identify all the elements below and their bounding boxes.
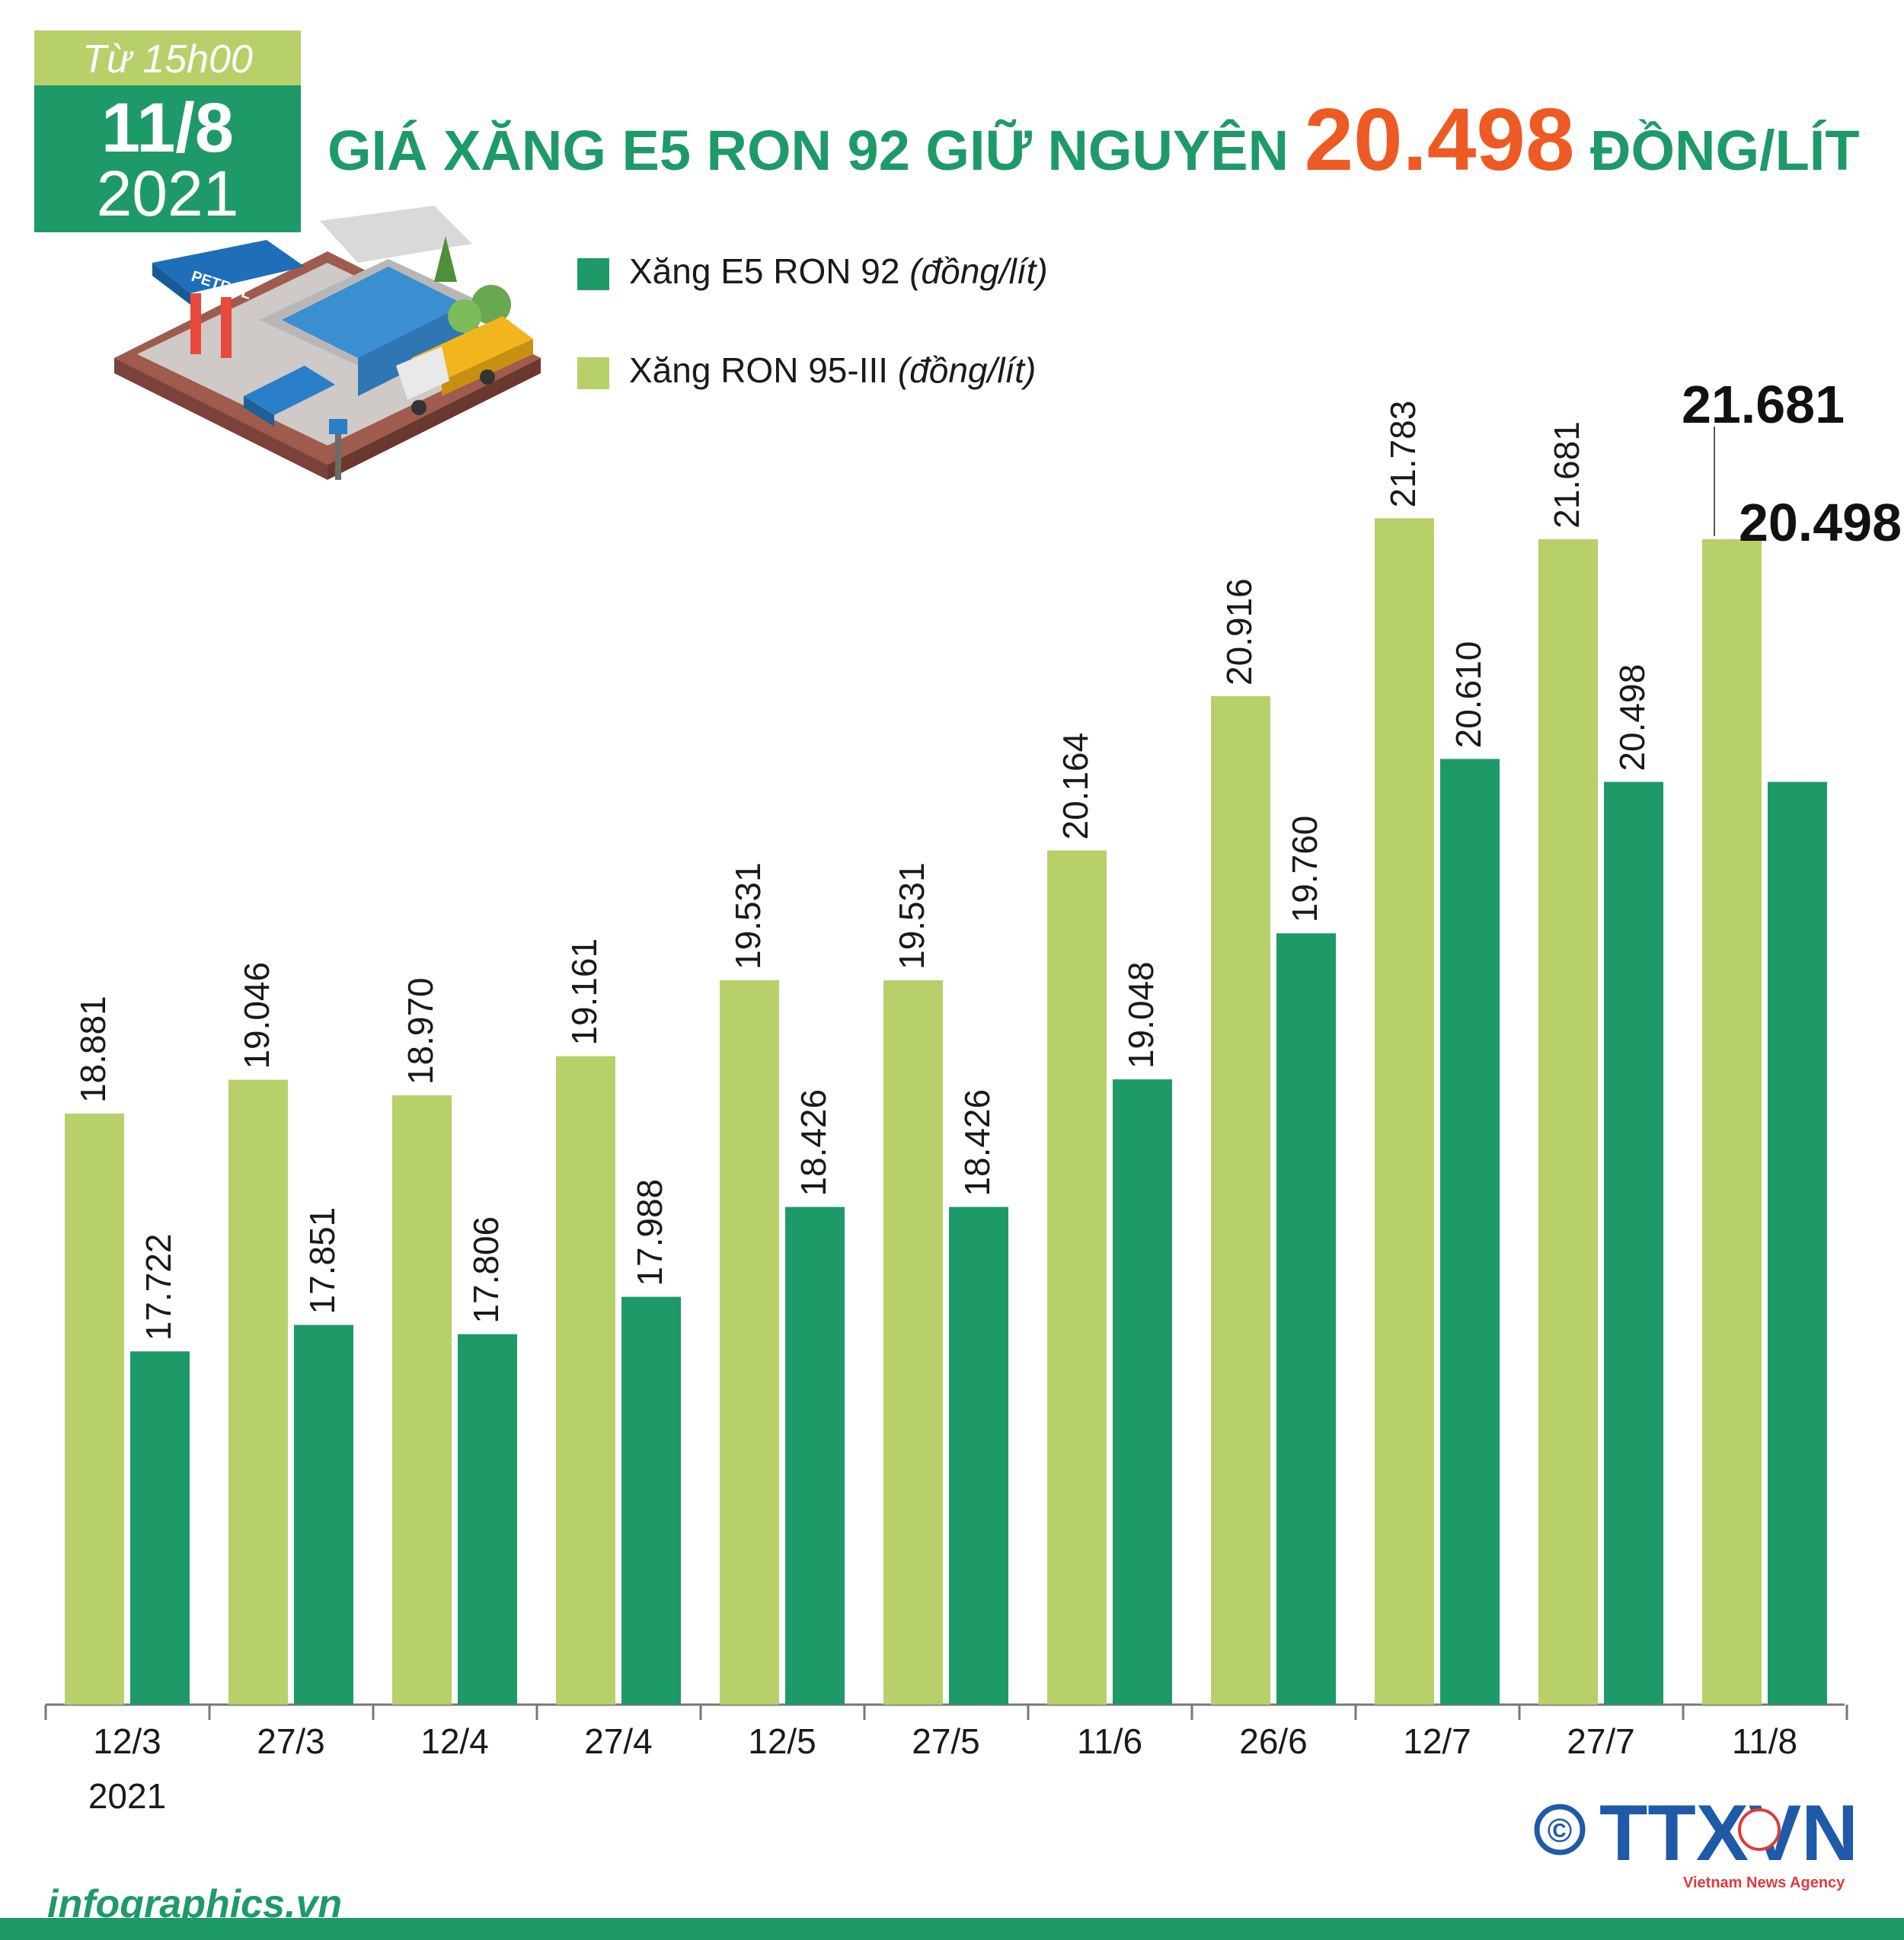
data-label: 19.046: [237, 962, 276, 1069]
tick-label: 26/6: [1239, 1721, 1308, 1761]
page-title: GIÁ XĂNG E5 RON 92 GIỮ NGUYÊN 20.498 ĐỒN…: [327, 95, 1889, 193]
bar-ron-95-iii: [1047, 850, 1107, 1705]
data-label: 19.760: [1285, 816, 1324, 923]
agency-tagline: Vietnam News Agency: [1683, 1874, 1845, 1891]
badge-day: 11/8: [101, 89, 234, 167]
data-label: 19.531: [892, 862, 931, 970]
footer-bar: [0, 1918, 1904, 1940]
tick-label: 12/5: [748, 1721, 816, 1761]
data-label: 21.783: [1383, 401, 1423, 508]
bar-ron-95-iii: [65, 1114, 124, 1705]
ttxvn-logo: © TTXVN Vietnam News Agency: [1534, 1789, 1858, 1891]
bar-e5-ron-92: [621, 1296, 681, 1705]
bar-e5-ron-92: [785, 1207, 845, 1705]
data-label: 18.426: [794, 1089, 833, 1197]
bar-e5-ron-92: [1276, 933, 1336, 1705]
data-label: 18.970: [401, 977, 440, 1085]
data-label: 17.851: [302, 1207, 342, 1315]
data-label: 18.881: [73, 996, 113, 1103]
tick-label: 27/3: [257, 1721, 325, 1761]
legend-swatch-ron-95-iii: [577, 356, 609, 389]
data-label: 20.610: [1449, 641, 1488, 749]
bar-e5-ron-92: [130, 1351, 190, 1705]
data-label: 20.164: [1056, 733, 1095, 840]
bar-ron-95-iii: [720, 980, 779, 1705]
legend-item-e5-ron-92: Xăng E5 RON 92 (đồng/lít): [577, 251, 1048, 291]
petrol-station-illustration: PETROL: [114, 206, 541, 480]
title-suffix: ĐỒNG/LÍT: [1590, 119, 1860, 182]
bar-ron-95-iii: [1702, 539, 1762, 1705]
data-label: 19.048: [1121, 961, 1161, 1069]
bar-ron-95-iii: [1211, 695, 1270, 1705]
bar-ron-95-iii: [883, 980, 943, 1705]
copyright-symbol: ©: [1548, 1812, 1572, 1849]
bar-ron-95-iii: [392, 1095, 452, 1705]
data-label: 21.681: [1547, 421, 1586, 529]
bar-e5-ron-92: [1440, 759, 1500, 1705]
agency-logo-area: © TTXVN Vietnam News Agency: [1531, 1782, 1866, 1897]
data-label: 19.531: [728, 862, 768, 970]
data-label-highlight: 20.498: [1739, 493, 1902, 552]
ttxvn-wordmark: TTXVN: [1599, 1789, 1858, 1878]
tick-label: 11/8: [1732, 1721, 1797, 1761]
data-label: 20.916: [1219, 578, 1259, 686]
tick-label: 12/7: [1403, 1721, 1471, 1761]
legend-unit-e5-ron-92: (đồng/lít): [909, 251, 1048, 291]
tick-label: 11/6: [1077, 1721, 1142, 1761]
bar-ron-95-iii: [556, 1056, 615, 1705]
bar-e5-ron-92: [1113, 1079, 1172, 1705]
bar-e5-ron-92: [1604, 781, 1663, 1705]
title-highlight-value: 20.498: [1304, 90, 1575, 189]
title-prefix: GIÁ XĂNG E5 RON 92 GIỮ NGUYÊN: [327, 119, 1289, 182]
tick-label: 2021: [88, 1776, 166, 1816]
bar-e5-ron-92: [458, 1334, 517, 1705]
tick-label: 27/4: [584, 1721, 653, 1761]
bar-ron-95-iii: [1538, 539, 1598, 1705]
footer-site-link[interactable]: infographics.vn: [47, 1882, 343, 1926]
bar-ron-95-iii: [228, 1079, 288, 1705]
legend-item-ron-95-iii: Xăng RON 95-III (đồng/lít): [577, 350, 1036, 390]
copyright-icon: [1534, 1804, 1586, 1855]
data-label: 17.988: [630, 1179, 669, 1286]
tick-label: 12/3: [93, 1721, 161, 1761]
legend-swatch-e5-ron-92: [577, 257, 609, 290]
bar-ron-95-iii: [1375, 518, 1434, 1705]
data-label: 19.161: [564, 938, 604, 1046]
tick-label: 27/7: [1567, 1721, 1635, 1761]
data-label: 18.426: [957, 1089, 997, 1197]
date-badge-top-band: [34, 30, 301, 85]
legend-label-ron-95-iii: Xăng RON 95-III: [629, 350, 889, 390]
badge-year: 2021: [96, 158, 239, 229]
bar-e5-ron-92: [949, 1207, 1008, 1705]
legend-label-e5-ron-92: Xăng E5 RON 92: [629, 251, 900, 291]
tick-label: 27/5: [912, 1721, 980, 1761]
data-label: 17.806: [466, 1216, 506, 1324]
data-label: 17.722: [139, 1234, 178, 1341]
bar-e5-ron-92: [294, 1325, 353, 1705]
badge-from-time: Từ 15h00: [82, 37, 253, 81]
tick-label: 12/4: [420, 1721, 489, 1761]
data-label-highlight: 21.681: [1682, 375, 1845, 434]
bar-e5-ron-92: [1768, 781, 1827, 1705]
legend-unit-ron-95-iii: (đồng/lít): [897, 350, 1037, 390]
data-label: 20.498: [1612, 664, 1652, 772]
